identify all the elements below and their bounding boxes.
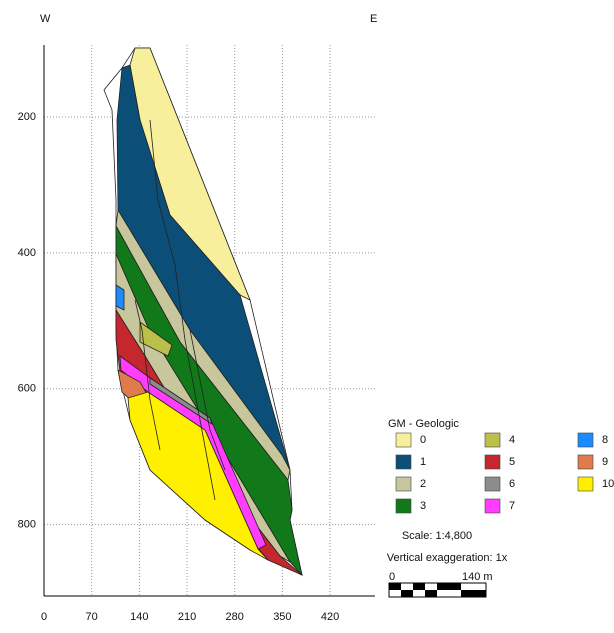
x-tick-label: 420 bbox=[321, 611, 339, 623]
legend-swatch bbox=[578, 455, 593, 469]
legend-title: GM - Geologic bbox=[388, 418, 459, 430]
legend-swatch bbox=[396, 433, 411, 447]
legend-label: 10 bbox=[602, 478, 614, 490]
legend-label: 5 bbox=[509, 456, 515, 468]
legend-swatch bbox=[485, 433, 500, 447]
legend-swatch bbox=[578, 477, 593, 491]
section-chart: W E GM - Geologic Scale: 1:4,800 Vertica… bbox=[0, 0, 614, 628]
y-tick-label: 400 bbox=[18, 247, 36, 259]
legend-swatch bbox=[485, 499, 500, 513]
legend-swatch bbox=[396, 455, 411, 469]
west-label: W bbox=[40, 13, 51, 25]
y-tick-label: 800 bbox=[18, 519, 36, 531]
legend-label: 4 bbox=[509, 434, 515, 446]
legend-swatch bbox=[578, 433, 593, 447]
x-tick-label: 70 bbox=[86, 611, 98, 623]
legend-label: 3 bbox=[420, 500, 426, 512]
y-tick-label: 600 bbox=[18, 383, 36, 395]
scale-text: Scale: 1:4,800 bbox=[402, 530, 472, 542]
east-label: E bbox=[370, 13, 377, 25]
y-tick-label: 200 bbox=[18, 111, 36, 123]
scale-start: 0 bbox=[389, 571, 395, 583]
legend-label: 1 bbox=[420, 456, 426, 468]
x-tick-label: 140 bbox=[130, 611, 148, 623]
legend-label: 6 bbox=[509, 478, 515, 490]
legend-label: 0 bbox=[420, 434, 426, 446]
x-tick-label: 0 bbox=[41, 611, 47, 623]
legend-label: 2 bbox=[420, 478, 426, 490]
geologic-units bbox=[104, 48, 302, 575]
exaggeration-text: Vertical exaggeration: 1x bbox=[387, 552, 508, 564]
x-tick-label: 210 bbox=[178, 611, 196, 623]
x-tick-label: 280 bbox=[226, 611, 244, 623]
scale-end: 140 m bbox=[462, 571, 493, 583]
legend-swatch bbox=[485, 477, 500, 491]
legend-swatch bbox=[396, 477, 411, 491]
legend-label: 8 bbox=[602, 434, 608, 446]
legend-label: 7 bbox=[509, 500, 515, 512]
x-tick-label: 350 bbox=[273, 611, 291, 623]
legend-label: 9 bbox=[602, 456, 608, 468]
legend-swatch bbox=[396, 499, 411, 513]
scale-bar bbox=[389, 583, 486, 597]
legend-swatch bbox=[485, 455, 500, 469]
